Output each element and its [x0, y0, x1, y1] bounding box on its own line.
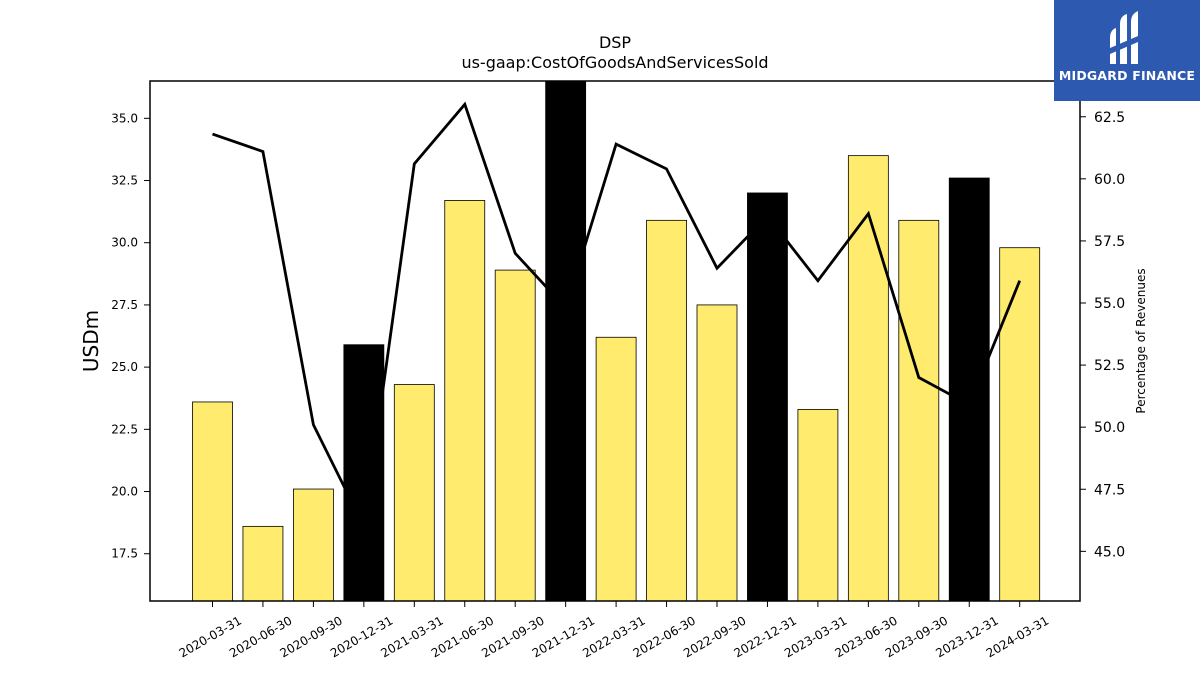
y2-tick-label: 50.0 [1094, 420, 1125, 436]
chart-title: DSP [599, 33, 631, 52]
y-tick-label: 20.0 [111, 485, 138, 499]
y2-axis-label: Percentage of Revenues [1134, 268, 1148, 413]
chart-subtitle: us-gaap:CostOfGoodsAndServicesSold [461, 53, 768, 72]
line-series [212, 101, 1021, 532]
logo-mark-icon [1110, 11, 1138, 64]
right-axis-ticks: 45.0 47.5 50.0 52.5 55.0 57.5 60.0 62.5 [1080, 110, 1125, 560]
x-axis-ticks: 2020-03-312020-06-302020-09-302020-12-31… [177, 601, 1051, 660]
y-axis-label: USDm [79, 310, 103, 372]
bar [847, 155, 889, 602]
bar [292, 488, 334, 602]
y2-tick-label: 57.5 [1094, 234, 1125, 250]
bar [494, 269, 536, 602]
percentage-line [212, 101, 1021, 532]
y-tick-label: 17.5 [111, 547, 138, 561]
y-tick-label: 22.5 [111, 422, 138, 436]
bar [393, 384, 435, 602]
bar [545, 80, 587, 602]
bar [595, 336, 637, 602]
logo-text: MIDGARD FINANCE [1058, 68, 1196, 83]
y-tick-label: 25.0 [111, 360, 138, 374]
bar [343, 344, 385, 602]
bar [696, 304, 738, 602]
y-tick-label: 32.5 [111, 174, 138, 188]
y-tick-label: 30.0 [111, 236, 138, 250]
bar [242, 525, 284, 602]
y2-tick-label: 52.5 [1094, 358, 1125, 374]
bar [948, 177, 990, 602]
bar [898, 219, 940, 602]
y-tick-label: 35.0 [111, 111, 138, 125]
y2-tick-label: 55.0 [1094, 296, 1125, 312]
y2-tick-label: 45.0 [1094, 544, 1125, 560]
y2-tick-label: 62.5 [1094, 110, 1125, 126]
bar-group [192, 80, 1041, 602]
bar [797, 409, 839, 602]
left-axis-ticks: 17.5 20.0 22.5 25.0 27.5 30.0 32.5 35.0 [111, 111, 150, 561]
bar [999, 247, 1041, 602]
plot-frame [149, 80, 1081, 602]
y2-tick-label: 47.5 [1094, 482, 1125, 498]
midgard-finance-logo: MIDGARD FINANCE [1054, 0, 1200, 101]
bar [747, 192, 788, 602]
y2-tick-label: 60.0 [1094, 172, 1125, 188]
y-tick-label: 27.5 [111, 298, 138, 312]
bar [444, 200, 486, 602]
bar [192, 401, 233, 602]
bar [646, 219, 687, 602]
